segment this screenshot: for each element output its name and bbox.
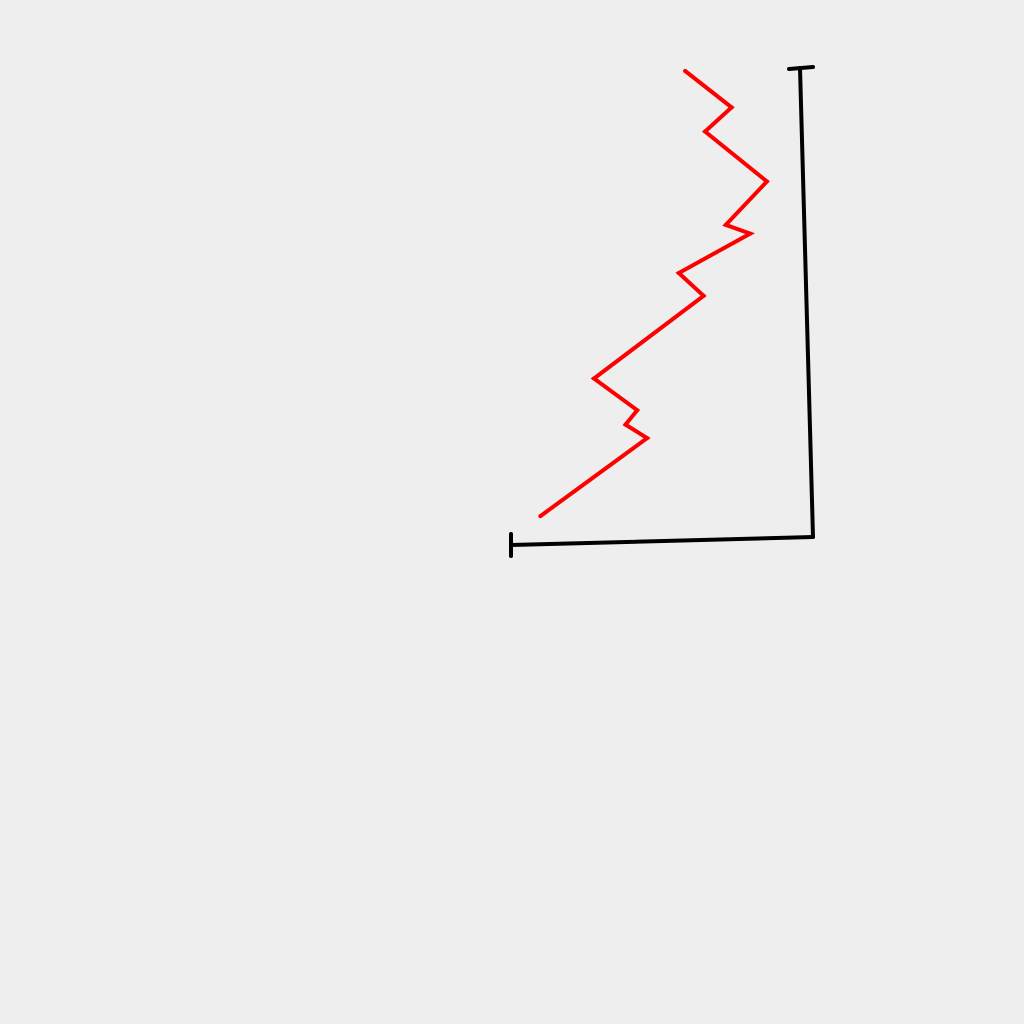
axes: [509, 65, 815, 558]
y-axis-end-cap: [787, 65, 815, 71]
y-axis-line: [798, 66, 815, 539]
data-point: [645, 436, 650, 441]
data-point: [623, 422, 628, 427]
data-point: [683, 69, 688, 73]
data-point: [729, 105, 734, 110]
data-point: [676, 271, 681, 275]
data-point: [703, 129, 708, 134]
data-point: [764, 179, 769, 184]
data-point: [723, 222, 728, 227]
series-line-0: [538, 69, 770, 519]
data-point: [701, 293, 706, 298]
x-axis-line: [509, 535, 815, 547]
series-layer: [538, 69, 770, 519]
data-point: [748, 231, 753, 236]
data-point: [635, 408, 640, 413]
data-point: [592, 376, 596, 381]
data-point: [538, 514, 543, 519]
